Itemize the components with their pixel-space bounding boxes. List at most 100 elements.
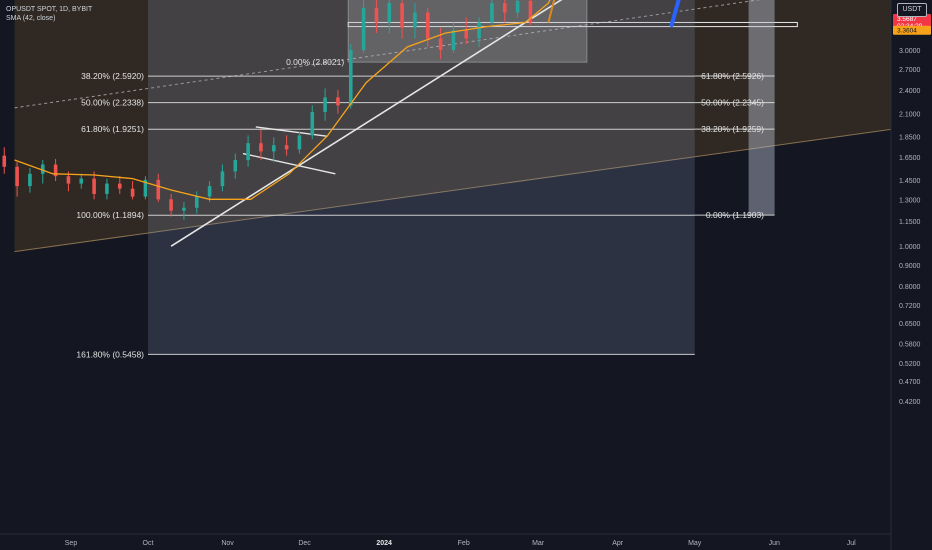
price-axis-label: 0.6500 xyxy=(899,321,921,328)
price-axis-label: 0.4200 xyxy=(899,399,921,406)
price-axis-label: 2.7000 xyxy=(899,67,921,74)
fib-right-band xyxy=(748,0,775,216)
candle-body xyxy=(246,143,250,161)
candles xyxy=(2,0,533,220)
candle-body xyxy=(297,135,302,150)
price-axis-label: 1.6500 xyxy=(899,155,921,162)
currency-badge[interactable]: USDT xyxy=(897,3,927,17)
fib-left-level-label: 50.00% (2.2338) xyxy=(81,98,144,108)
candle-body xyxy=(259,143,263,152)
sma-42-line xyxy=(14,0,551,200)
price-axis-label: 3.0000 xyxy=(899,48,921,55)
candle-body xyxy=(387,3,392,23)
candle-body xyxy=(425,12,430,39)
candle-body xyxy=(40,164,45,174)
price-axis-label: 0.7200 xyxy=(899,303,921,310)
candle-body xyxy=(413,12,417,28)
candle-body xyxy=(515,0,520,13)
price-axis-label: 0.5800 xyxy=(899,341,921,348)
time-axis-label: Mar xyxy=(532,540,545,547)
fib-right-level-label: 50.00% (2.2345) xyxy=(701,98,764,108)
fib-left-level-label: 161.80% (0.5458) xyxy=(76,349,144,359)
parallel-channel xyxy=(14,0,891,252)
candle-body xyxy=(400,3,404,28)
candle-body xyxy=(271,145,276,152)
candle-body xyxy=(310,111,315,136)
price-axis-label: 2.1000 xyxy=(899,112,921,119)
price-axis-label: 0.8000 xyxy=(899,284,921,291)
price-axis-label: 2.4000 xyxy=(899,88,921,95)
candle-body xyxy=(92,178,96,194)
candle-body xyxy=(348,49,353,106)
time-axis-label: Nov xyxy=(221,540,234,547)
candle-body xyxy=(361,7,366,50)
fib-inner-level-label: 0.00% (2.8021) xyxy=(286,57,344,67)
candle-body xyxy=(182,207,186,211)
fib-left-level-label: 38.20% (2.5920) xyxy=(81,71,144,81)
candle-body xyxy=(79,178,84,184)
candle-body xyxy=(323,97,327,112)
symbol-title[interactable]: OPUSDT SPOT, 1D, BYBIT xyxy=(6,6,93,13)
candle-body xyxy=(194,196,199,208)
candle-body xyxy=(105,183,109,194)
time-axis-label: Apr xyxy=(612,540,624,547)
candle-body xyxy=(233,160,238,172)
fib-left-level-label: 61.80% (1.9251) xyxy=(81,124,144,134)
plot-area: 0.00% (4.1952)38.20% (2.5920)50.00% (2.2… xyxy=(2,0,891,359)
candle-body xyxy=(284,145,289,150)
price-axis-label: 1.1500 xyxy=(899,219,921,226)
candle-body xyxy=(464,30,469,39)
time-axis-label: Dec xyxy=(298,540,311,547)
candle-body xyxy=(336,97,340,106)
candle-body xyxy=(477,22,481,39)
candle-body xyxy=(2,155,7,167)
fib-right-level-label: 0.00% (1.1903) xyxy=(706,210,764,220)
candle-body xyxy=(156,179,161,200)
time-axis-label: Sep xyxy=(65,540,78,547)
candle-body xyxy=(438,38,443,50)
sma-indicator-label[interactable]: SMA (42, close) xyxy=(6,15,56,22)
time-axis-label: Jul xyxy=(847,540,856,547)
candle-body xyxy=(451,30,456,50)
candle-body xyxy=(117,183,122,189)
time-axis-label: Feb xyxy=(458,540,470,547)
time-axis-label: Oct xyxy=(143,540,154,547)
candle-body xyxy=(220,171,225,187)
fib-left-level-label: 100.00% (1.1894) xyxy=(76,210,144,220)
candle-body xyxy=(66,176,71,184)
price-axis-label: 1.4500 xyxy=(899,178,921,185)
fib-right-level-label: 61.80% (2.5926) xyxy=(701,71,764,81)
hold-arrow-shaft xyxy=(669,0,681,28)
candle-body xyxy=(28,173,32,187)
candle-body xyxy=(143,179,148,197)
candle-body xyxy=(528,0,533,23)
fib-left-box xyxy=(148,0,695,355)
price-axis-label: 0.4700 xyxy=(899,379,921,386)
candle-body xyxy=(53,164,58,177)
sma-value-label: 3.3604 xyxy=(897,28,917,35)
candle-body xyxy=(207,186,212,197)
time-axis-label: Jun xyxy=(769,540,780,547)
chart-legend: OPUSDT SPOT, 1D, BYBIT SMA (42, close) xyxy=(6,5,92,23)
price-axis-label: 1.0000 xyxy=(899,244,921,251)
price-axis-label: 1.8500 xyxy=(899,134,921,141)
candle-body xyxy=(15,166,19,187)
price-axis-label: 0.5200 xyxy=(899,361,921,368)
time-axis: Sep Oct Nov Dec 2024 Feb Mar Apr May Jun Jul xyxy=(65,540,856,547)
candle-body xyxy=(502,3,507,13)
fib-right-level-label: 38.20% (1.9259) xyxy=(701,124,764,134)
flag-upper-line xyxy=(255,126,328,138)
sma-value-badge xyxy=(893,25,931,35)
candle-body xyxy=(490,3,494,23)
price-axis-label: 1.3000 xyxy=(899,197,921,204)
support-zone xyxy=(347,21,798,28)
time-axis-label: May xyxy=(688,540,702,547)
price-axis-label: 0.9000 xyxy=(899,263,921,270)
candle-body xyxy=(130,188,135,197)
candle-body xyxy=(169,199,173,211)
channel-lower-line xyxy=(14,128,891,253)
candle-body xyxy=(374,7,379,23)
last-price-label: 3.5687 xyxy=(897,16,917,23)
price-axis: 15.000013.500012.000010.50009.00007.0000… xyxy=(899,6,921,406)
